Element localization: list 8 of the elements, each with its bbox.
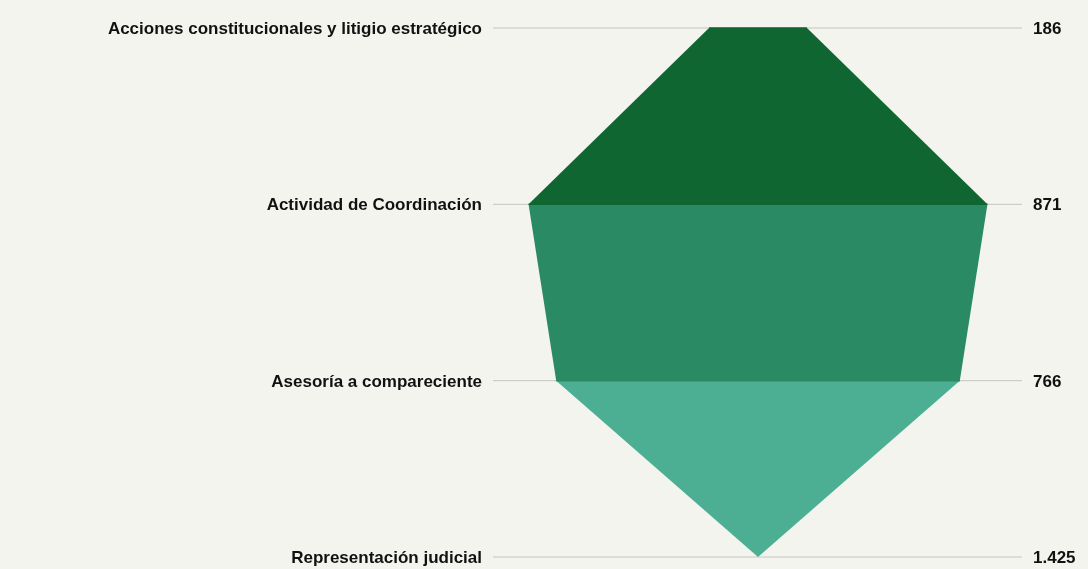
category-label: Acciones constitucionales y litigio estratégico — [107, 18, 482, 38]
data-label: 186 — [1033, 18, 1062, 38]
data-label: 766 — [1033, 371, 1062, 391]
category-label: Representación judicial — [291, 547, 482, 567]
category-label: Actividad de Coordinación — [266, 195, 482, 215]
data-label: 1.425 — [1033, 547, 1076, 567]
data-label: 871 — [1033, 195, 1062, 215]
category-label: Asesoría a compareciente — [271, 371, 482, 391]
